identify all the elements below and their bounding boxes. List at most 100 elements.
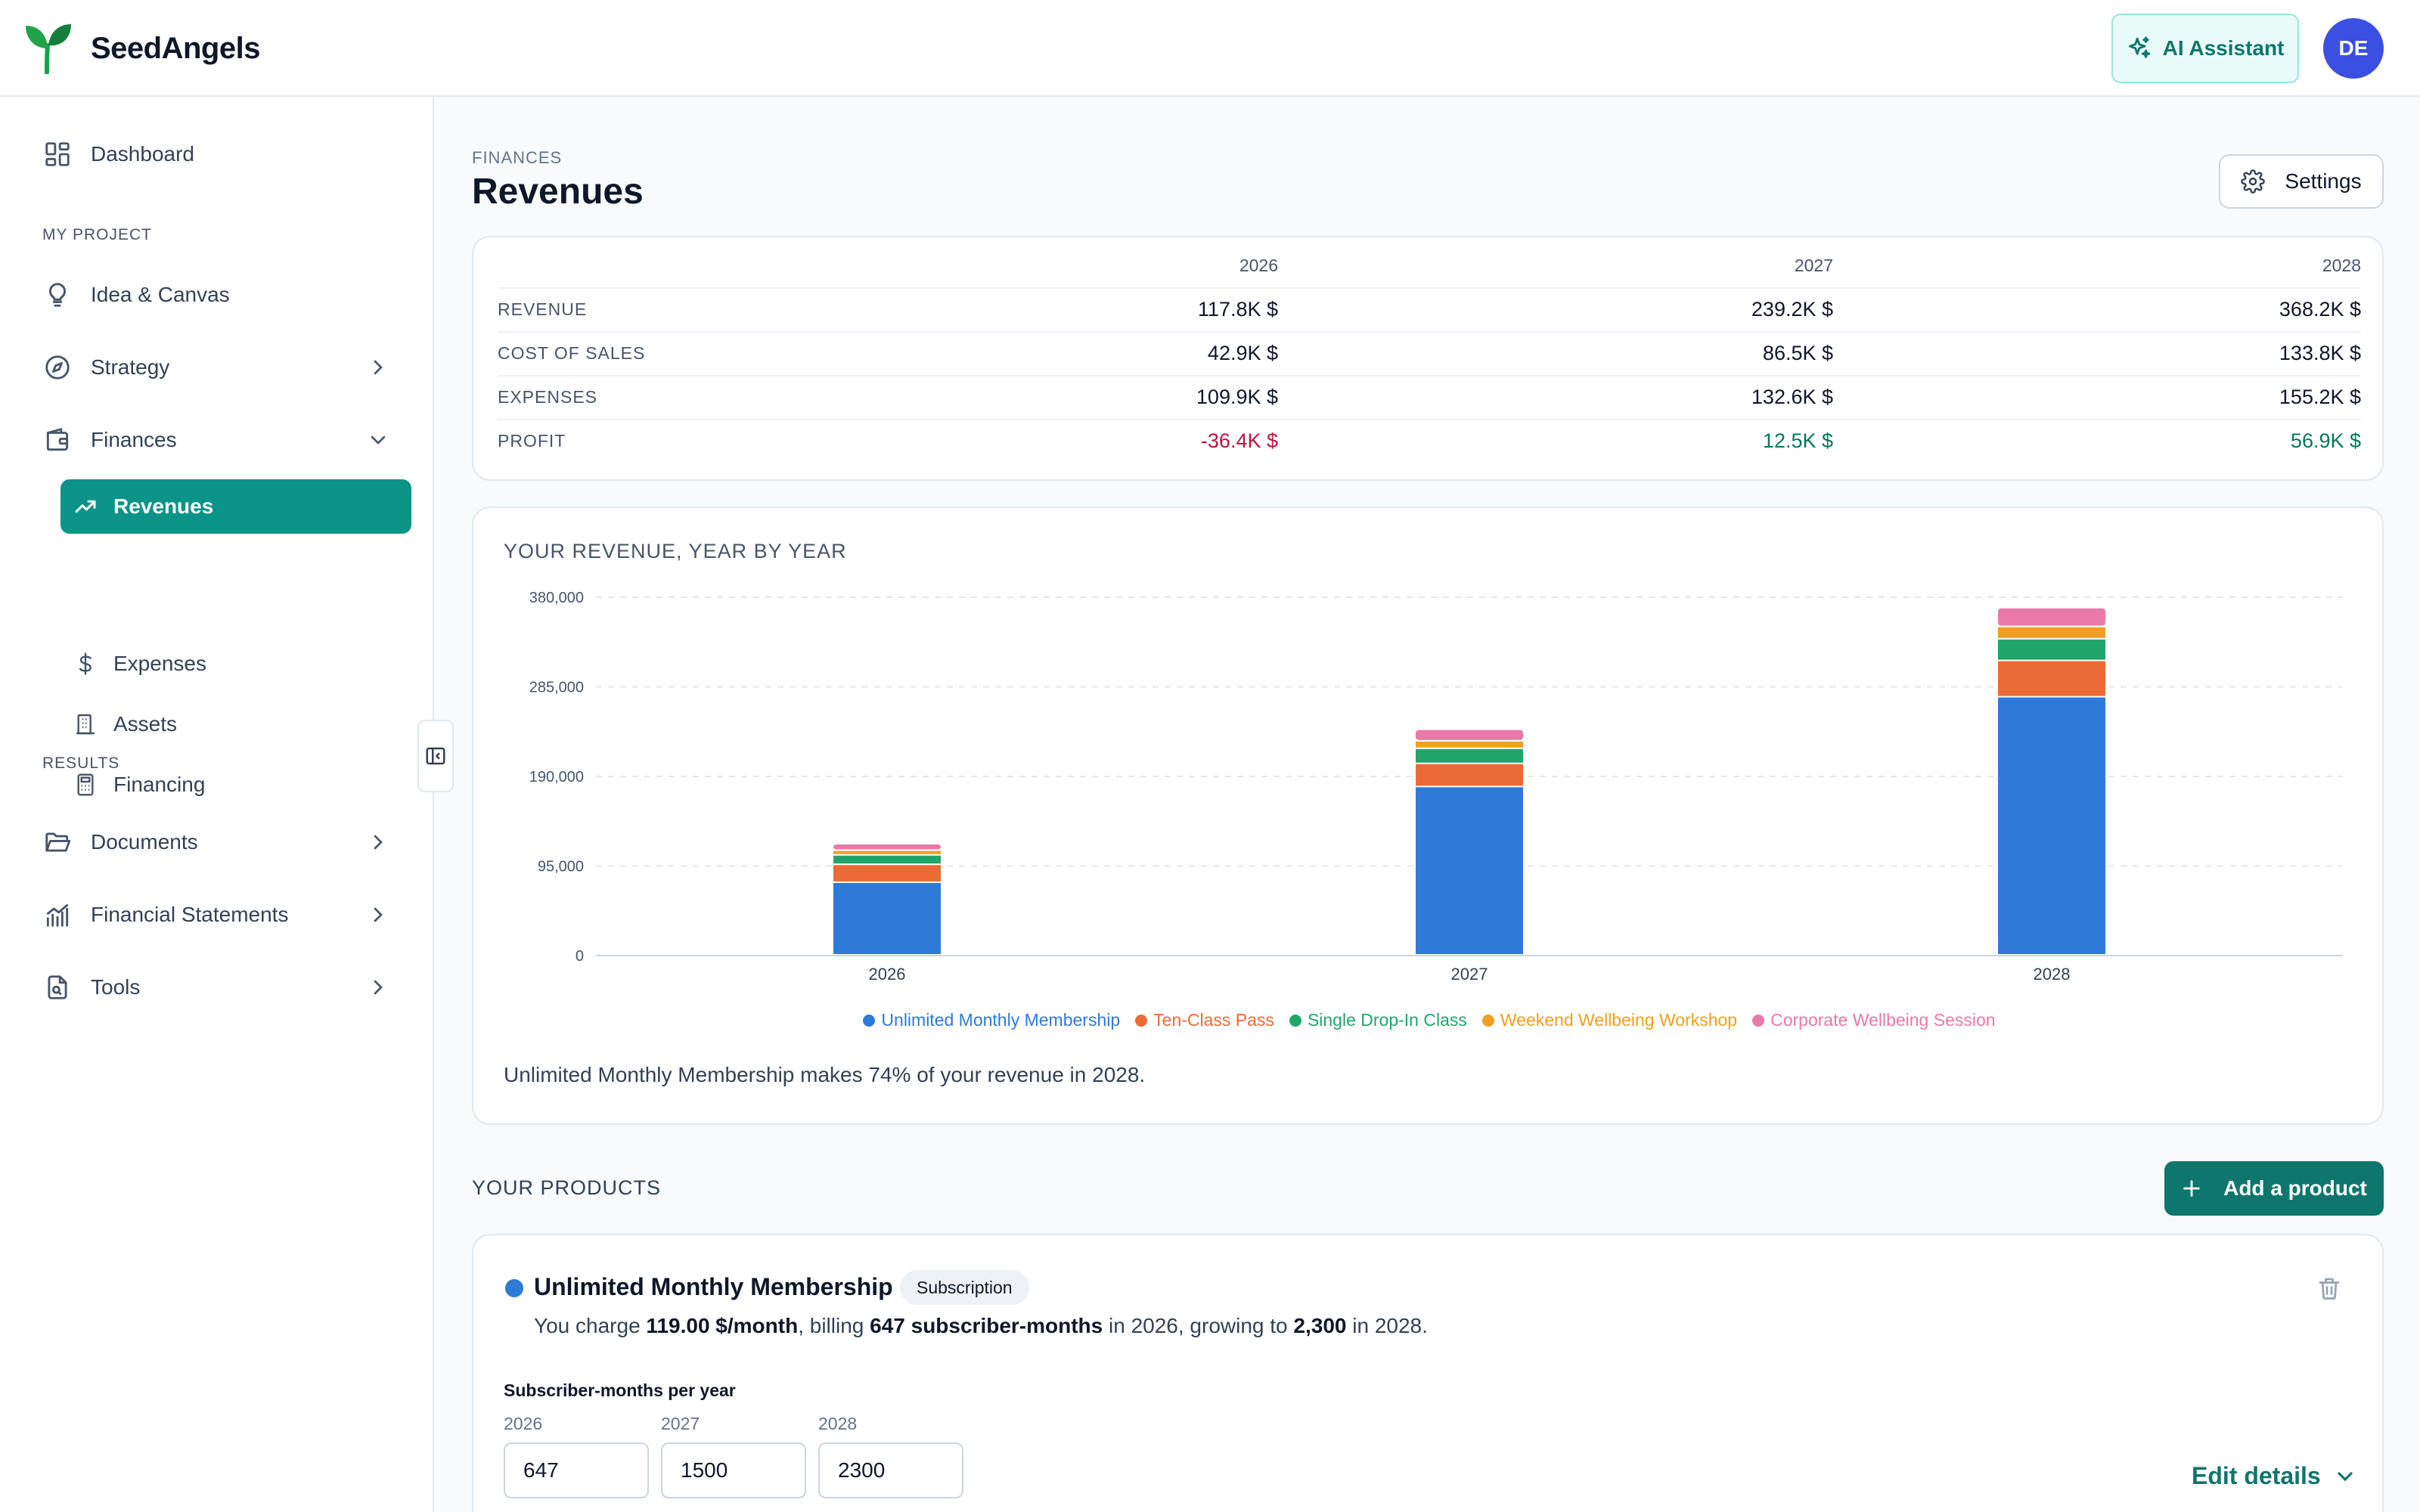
legend-label: Weekend Wellbeing Workshop bbox=[1500, 1010, 1738, 1030]
sidebar-item-label: Documents bbox=[91, 830, 198, 854]
sidebar-item-label: Tools bbox=[91, 975, 141, 999]
edit-details-button[interactable]: Edit details bbox=[2192, 1462, 2357, 1490]
sidebar-item-strategy[interactable]: Strategy bbox=[42, 346, 390, 389]
panel-collapse-icon bbox=[426, 747, 445, 765]
add-product-label: Add a product bbox=[2223, 1176, 2367, 1200]
table-cell: 155.2K $ bbox=[2279, 386, 2361, 408]
sidebar-item-dashboard[interactable]: Dashboard bbox=[42, 133, 390, 175]
row-label: PROFIT bbox=[498, 431, 566, 451]
quantity-input-2028[interactable] bbox=[818, 1442, 963, 1498]
bar-segment[interactable] bbox=[1998, 639, 2105, 660]
chart-title: YOUR REVENUE, YEAR BY YEAR bbox=[504, 540, 847, 562]
legend-dot bbox=[863, 1014, 876, 1027]
sidebar-item-assets[interactable]: Assets bbox=[60, 697, 411, 751]
bar-segment[interactable] bbox=[1998, 608, 2105, 626]
chart-note: Unlimited Monthly Membership makes 74% o… bbox=[504, 1063, 1146, 1086]
ai-assistant-button[interactable]: AI Assistant bbox=[2111, 14, 2299, 83]
product-color-dot bbox=[505, 1279, 523, 1297]
year-label: 2028 bbox=[818, 1414, 858, 1433]
table-header-row: 2026 2027 2028 bbox=[498, 237, 2361, 281]
bar-segment[interactable] bbox=[833, 855, 941, 864]
product-price: 119.00 $/month bbox=[646, 1314, 799, 1337]
top-bar: SeedAngels AI Assistant DE bbox=[0, 0, 2420, 97]
field-group-title: Subscriber-months per year bbox=[504, 1380, 736, 1400]
seedling-logo-icon bbox=[26, 24, 71, 74]
sidebar-item-label: Expenses bbox=[113, 652, 206, 675]
desc-text: in 2026, growing to bbox=[1103, 1314, 1294, 1337]
bar-segment[interactable] bbox=[1416, 764, 1523, 786]
bar-segment[interactable] bbox=[1998, 697, 2105, 954]
bar-segment[interactable] bbox=[1416, 748, 1523, 763]
bar-segment[interactable] bbox=[1416, 787, 1523, 954]
bar-segment[interactable] bbox=[833, 865, 941, 881]
sidebar-item-label: Financial Statements bbox=[91, 903, 289, 926]
x-tick-label: 2027 bbox=[1451, 965, 1488, 984]
sidebar-item-tools[interactable]: Tools bbox=[42, 966, 390, 1009]
table-cell: -36.4K $ bbox=[1200, 429, 1278, 452]
bar-segment[interactable] bbox=[833, 882, 941, 954]
table-cell: 56.9K $ bbox=[2290, 429, 2361, 452]
legend-item[interactable]: Unlimited Monthly Membership bbox=[863, 1010, 1120, 1030]
revenue-stacked-bar-chart: 0 95,000 190,000 285,000 380,000 2026 2027 2028 bbox=[529, 590, 2343, 984]
sparkles-icon bbox=[2128, 36, 2150, 58]
legend-label: Ten-Class Pass bbox=[1153, 1010, 1274, 1030]
legend-item[interactable]: Ten-Class Pass bbox=[1135, 1010, 1274, 1030]
sidebar-item-revenues[interactable]: Revenues bbox=[60, 479, 411, 534]
sidebar-item-label: Finances bbox=[91, 428, 177, 451]
edit-details-label: Edit details bbox=[2192, 1462, 2321, 1489]
page-title: Revenues bbox=[472, 172, 644, 212]
sidebar-item-financing[interactable]: Financing bbox=[60, 758, 411, 812]
table-cell: 239.2K $ bbox=[1751, 298, 1833, 321]
trending-up-icon bbox=[75, 500, 96, 513]
sidebar-item-expenses[interactable]: Expenses bbox=[60, 637, 411, 691]
quantity-input-2027[interactable] bbox=[661, 1442, 806, 1498]
row-label: REVENUE bbox=[498, 299, 588, 319]
brand[interactable]: SeedAngels bbox=[24, 21, 260, 76]
calculator-icon bbox=[77, 773, 94, 796]
table-cell: 109.9K $ bbox=[1196, 386, 1278, 408]
legend-dot bbox=[1481, 1014, 1494, 1027]
sidebar-item-label: Revenues bbox=[113, 494, 214, 518]
table-row-expenses: EXPENSES 109.9K $ 132.6K $ 155.2K $ bbox=[498, 375, 2361, 419]
legend-item[interactable]: Weekend Wellbeing Workshop bbox=[1481, 1010, 1738, 1030]
y-tick-label: 285,000 bbox=[529, 680, 584, 696]
chevron-down-icon bbox=[371, 435, 386, 445]
bar-segment[interactable] bbox=[1998, 627, 2105, 638]
chevron-right-icon bbox=[374, 835, 383, 850]
settings-button[interactable]: Settings bbox=[2219, 154, 2384, 209]
legend-item[interactable]: Single Drop-In Class bbox=[1289, 1010, 1467, 1030]
sidebar-collapse-button[interactable] bbox=[417, 720, 454, 792]
desc-text: in 2028. bbox=[1346, 1314, 1428, 1337]
sidebar-section-results: RESULTS bbox=[42, 754, 120, 772]
x-tick-label: 2028 bbox=[2034, 965, 2071, 984]
table-cell: 368.2K $ bbox=[2279, 298, 2361, 321]
row-label: COST OF SALES bbox=[498, 343, 646, 363]
sidebar-item-label: Assets bbox=[113, 712, 178, 736]
dollar-icon bbox=[79, 652, 92, 675]
y-tick-label: 0 bbox=[576, 948, 584, 965]
sidebar-item-idea-canvas[interactable]: Idea & Canvas bbox=[42, 274, 390, 316]
quantity-input-2026[interactable] bbox=[504, 1442, 649, 1498]
table-row-profit: PROFIT -36.4K $ 12.5K $ 56.9K $ bbox=[498, 419, 2361, 463]
sidebar-item-documents[interactable]: Documents bbox=[42, 821, 390, 863]
chevron-down-icon bbox=[2338, 1471, 2353, 1481]
product-type-badge: Subscription bbox=[900, 1270, 1029, 1305]
user-avatar[interactable]: DE bbox=[2323, 18, 2384, 79]
year-label: 2026 bbox=[504, 1414, 543, 1433]
gear-icon bbox=[2241, 169, 2266, 194]
bar-segment[interactable] bbox=[1998, 661, 2105, 696]
bar-segment[interactable] bbox=[833, 850, 941, 854]
legend-label: Single Drop-In Class bbox=[1307, 1010, 1467, 1030]
sidebar-item-finances[interactable]: Finances bbox=[42, 419, 390, 461]
bar-segment[interactable] bbox=[833, 844, 941, 850]
legend-item[interactable]: Corporate Wellbeing Session bbox=[1752, 1010, 1996, 1030]
product-description: You charge 119.00 $/month, billing 647 s… bbox=[534, 1314, 1428, 1338]
sidebar-item-financial-statements[interactable]: Financial Statements bbox=[42, 894, 390, 936]
trash-icon[interactable] bbox=[2316, 1275, 2343, 1302]
legend-dot bbox=[1135, 1014, 1148, 1027]
bar-segment[interactable] bbox=[1416, 730, 1523, 740]
bar-segment[interactable] bbox=[1416, 741, 1523, 748]
table-row-cost-of-sales: COST OF SALES 42.9K $ 86.5K $ 133.8K $ bbox=[498, 331, 2361, 375]
add-product-button[interactable]: Add a product bbox=[2164, 1161, 2384, 1216]
wallet-icon bbox=[46, 428, 69, 451]
